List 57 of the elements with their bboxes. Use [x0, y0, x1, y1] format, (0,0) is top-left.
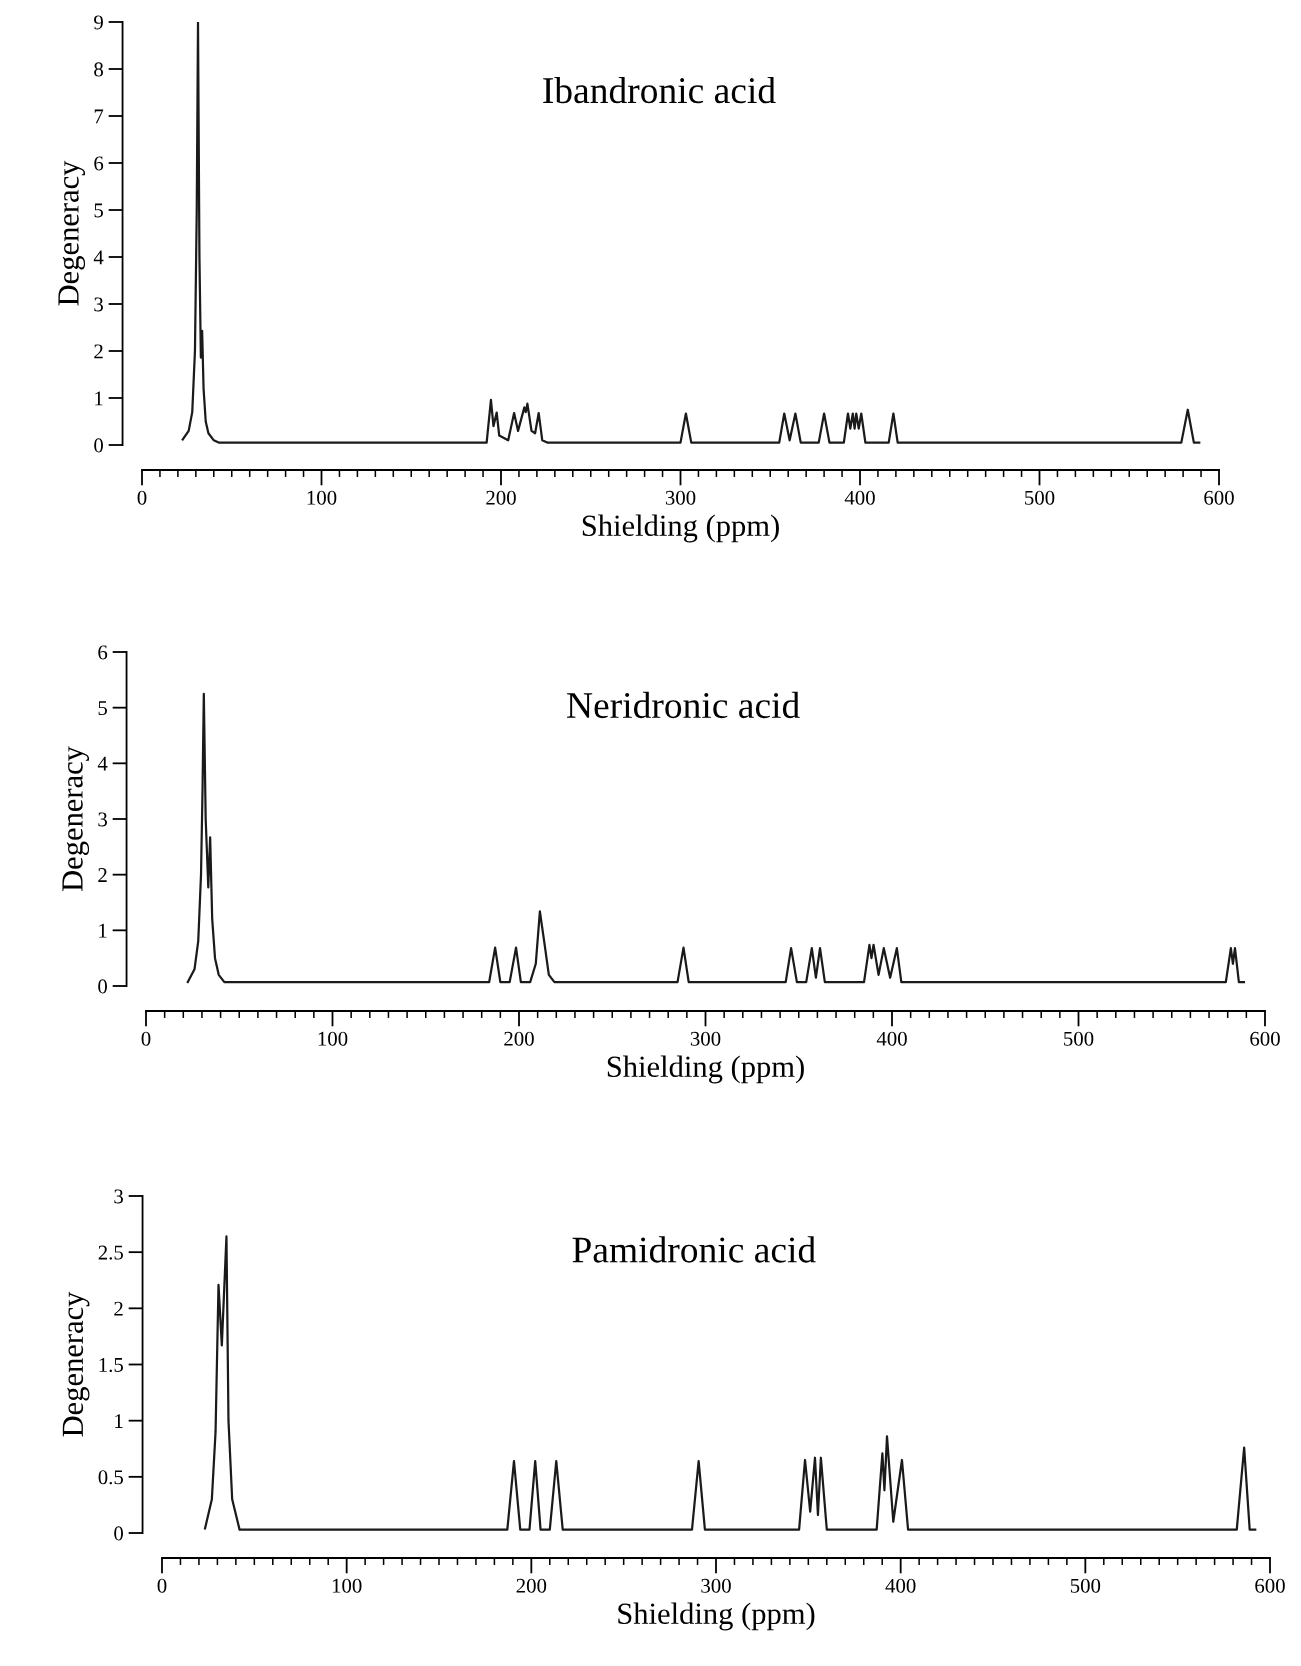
- x-tick-label: 300: [690, 1031, 721, 1046]
- y-tick-label: 0.5: [98, 1470, 123, 1485]
- x-axis-title: Shielding (ppm): [607, 1055, 804, 1084]
- y-axis-title: Degeneracy: [62, 746, 90, 892]
- x-tick-label: 0: [157, 1578, 167, 1593]
- y-tick-label: 6: [98, 645, 108, 660]
- y-tick-label: 0: [114, 1526, 124, 1541]
- y-tick-label: 8: [94, 62, 104, 77]
- y-axis-title: Degeneracy: [58, 160, 86, 306]
- y-tick-label: 3: [98, 812, 107, 827]
- x-tick-label: 400: [876, 1031, 907, 1046]
- y-axis-title: Degeneracy: [62, 1291, 90, 1437]
- x-tick-label: 600: [1255, 1578, 1285, 1593]
- y-tick-label: 1: [115, 1414, 123, 1428]
- x-tick-label: 0: [141, 1031, 151, 1046]
- x-tick-label: 100: [332, 1578, 362, 1593]
- y-tick-label: 1: [95, 391, 103, 406]
- y-tick-label: 6: [94, 156, 104, 171]
- line-series: [203, 1235, 1257, 1531]
- line-series: [186, 692, 1246, 984]
- y-tick-label: 1.5: [99, 1357, 123, 1373]
- y-tick-label: 4: [93, 250, 104, 265]
- x-tick-label: 100: [307, 490, 337, 505]
- y-tick-label: 3: [94, 297, 103, 312]
- y-tick-label: 2: [94, 344, 103, 359]
- y-tick-label: 5: [94, 203, 103, 218]
- x-tick-label: 600: [1204, 490, 1234, 505]
- x-axis-title: Shielding (ppm): [618, 1602, 815, 1631]
- x-tick-label: 500: [1064, 1031, 1094, 1046]
- x-tick-label: 400: [885, 1578, 916, 1593]
- x-tick-label: 100: [318, 1031, 348, 1046]
- y-tick-label: 2: [98, 868, 107, 882]
- x-tick-label: 400: [844, 490, 875, 505]
- y-tick-label: 0: [94, 438, 104, 453]
- y-tick-label: 2.5: [98, 1245, 123, 1260]
- y-tick-label: 9: [94, 15, 103, 30]
- y-tick-label: 2: [114, 1301, 123, 1316]
- y-tick-label: 3: [114, 1189, 123, 1204]
- x-tick-label: 300: [665, 490, 696, 505]
- x-tick-label: 200: [504, 1031, 534, 1046]
- x-tick-label: 200: [516, 1578, 547, 1593]
- y-tick-label: 7: [94, 109, 104, 124]
- y-tick-label: 5: [98, 701, 107, 716]
- y-tick-label: 0: [98, 979, 108, 994]
- line-series: [181, 22, 1201, 444]
- text: Neridronic acid: [567, 691, 800, 719]
- y-tick-label: 4: [97, 756, 108, 771]
- x-tick-label: 600: [1250, 1031, 1280, 1046]
- x-axis-title: Shielding (ppm): [582, 514, 779, 543]
- x-tick-label: 300: [701, 1578, 731, 1593]
- x-tick-label: 0: [137, 490, 147, 505]
- x-tick-label: 500: [1025, 490, 1055, 505]
- text: Pamidronic acid: [572, 1236, 816, 1263]
- x-tick-label: 500: [1070, 1578, 1101, 1593]
- y-tick-label: 1: [99, 923, 107, 938]
- x-tick-label: 200: [486, 490, 516, 505]
- text: Ibandronic acid: [543, 76, 776, 104]
